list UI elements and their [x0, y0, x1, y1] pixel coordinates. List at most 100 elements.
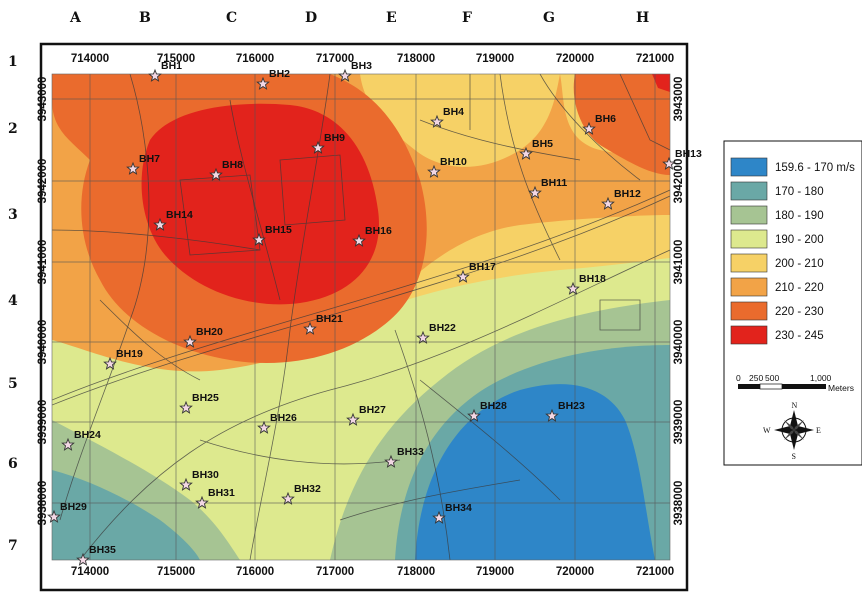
grid-column-a: A: [69, 10, 82, 26]
grid-column-c: C: [226, 10, 237, 26]
scale-segment-2: [759, 383, 783, 390]
scale-label-1000: 1,000: [810, 373, 832, 383]
y-tick-left-label: 3942000: [37, 159, 49, 204]
zone-200-210-north: [360, 74, 560, 167]
borehole-bh31: BH31: [195, 487, 235, 509]
borehole-star-icon: [61, 437, 75, 451]
borehole-star-icon: [281, 491, 295, 505]
scale-segment-3: [782, 384, 826, 389]
x-tick-top-label: 717000: [316, 53, 354, 65]
borehole-label: BH12: [614, 188, 641, 200]
legend-label: 230 - 245: [775, 330, 824, 342]
y-tick-left-label: 3941000: [37, 240, 49, 285]
borehole-label: BH14: [166, 209, 193, 221]
scale-unit: Meters: [828, 383, 854, 393]
y-tick-right-label: 3942000: [673, 159, 685, 204]
legend-label: 210 - 220: [775, 282, 824, 294]
borehole-label: BH10: [440, 156, 467, 168]
borehole-label: BH25: [192, 392, 219, 404]
borehole-bh7: BH7: [126, 153, 160, 175]
borehole-star-icon: [148, 68, 162, 82]
grid-column-g: G: [543, 10, 555, 26]
x-tick-bottom-label: 719000: [476, 566, 514, 578]
legend-swatch: [730, 205, 768, 225]
x-tick-top-label: 721000: [636, 53, 674, 65]
x-tick-bottom-label: 715000: [157, 566, 195, 578]
x-tick-top-label: 720000: [556, 53, 594, 65]
borehole-star-icon: [430, 114, 444, 128]
y-coordinate-ticks-right: 3943000 3942000 3941000 3940000 3939000 39380…: [673, 77, 685, 526]
borehole-bh3: BH3: [338, 60, 372, 82]
borehole-star-icon: [179, 400, 193, 414]
y-tick-left-label: 3939000: [37, 400, 49, 445]
grid-row-numbers: 1 2 3 4 5 6 7: [8, 54, 18, 554]
y-tick-right-label: 3941000: [673, 240, 685, 285]
borehole-bh28: BH28: [467, 400, 507, 422]
borehole-label: BH22: [429, 322, 456, 334]
borehole-bh32: BH32: [281, 483, 321, 505]
borehole-bh15: BH15: [252, 224, 292, 246]
x-tick-bottom-label: 718000: [397, 566, 435, 578]
grid-column-h: H: [636, 10, 649, 26]
grid-row-1: 1: [8, 54, 18, 70]
grid-row-5: 5: [8, 376, 18, 392]
x-tick-bottom-label: 716000: [236, 566, 274, 578]
zone-170-180-west: [52, 470, 200, 560]
velocity-contour-map: [52, 74, 670, 560]
legend-label: 159.6 - 170 m/s: [775, 162, 855, 174]
borehole-bh4: BH4: [430, 106, 464, 128]
grid-column-letters: A B C D E F G H: [69, 10, 649, 26]
borehole-star-icon: [126, 161, 140, 175]
borehole-label: BH20: [196, 326, 223, 338]
legend-swatch: [730, 301, 768, 321]
borehole-bh6: BH6: [582, 113, 616, 135]
y-coordinate-ticks-left: 3943000 3942000 3941000 3940000 3939000 39380…: [37, 77, 49, 526]
legend-swatch: [730, 277, 768, 297]
scale-label-250: 250: [749, 373, 763, 383]
borehole-label: BH34: [445, 502, 472, 514]
compass-rose-icon: N S E W: [763, 401, 821, 461]
y-tick-left-label: 3943000: [37, 77, 49, 122]
legend-label: 220 - 230: [775, 306, 824, 318]
borehole-star-icon: [183, 334, 197, 348]
legend-swatch: [730, 253, 768, 273]
borehole-label: BH30: [192, 469, 219, 481]
grid-row-2: 2: [8, 121, 18, 137]
scale-segment-1: [738, 384, 760, 389]
borehole-bh1: BH1: [148, 60, 182, 82]
borehole-bh21: BH21: [303, 313, 343, 335]
borehole-label: BH19: [116, 348, 143, 360]
borehole-star-icon: [456, 269, 470, 283]
borehole-star-icon: [338, 68, 352, 82]
y-tick-left-label: 3938000: [37, 481, 49, 526]
borehole-bh20: BH20: [183, 326, 223, 348]
borehole-star-icon: [384, 454, 398, 468]
borehole-bh25: BH25: [179, 392, 219, 414]
compass-n: N: [792, 401, 798, 410]
borehole-label: BH16: [365, 225, 392, 237]
borehole-label: BH3: [351, 60, 372, 72]
legend-swatch: [730, 325, 768, 345]
y-tick-right-label: 3938000: [673, 481, 685, 526]
borehole-label: BH4: [443, 106, 464, 118]
borehole-bh18: BH18: [566, 273, 606, 295]
borehole-label: BH35: [89, 544, 116, 556]
borehole-label: BH18: [579, 273, 606, 285]
map-gridlines: [52, 74, 670, 560]
grid-column-f: F: [462, 10, 472, 26]
borehole-star-icon: [195, 495, 209, 509]
x-tick-bottom-label: 721000: [636, 566, 674, 578]
x-tick-bottom-label: 717000: [316, 566, 354, 578]
borehole-bh17: BH17: [456, 261, 496, 283]
map-extent: [51, 73, 671, 561]
x-tick-bottom-label: 714000: [71, 566, 109, 578]
legend-swatch: [730, 229, 768, 249]
borehole-label: BH11: [541, 177, 567, 189]
borehole-label: BH21: [316, 313, 343, 325]
x-tick-bottom-label: 720000: [556, 566, 594, 578]
borehole-star-icon: [303, 321, 317, 335]
x-tick-top-label: 714000: [71, 53, 109, 65]
borehole-bh2: BH2: [256, 68, 290, 90]
borehole-star-icon: [47, 509, 61, 523]
